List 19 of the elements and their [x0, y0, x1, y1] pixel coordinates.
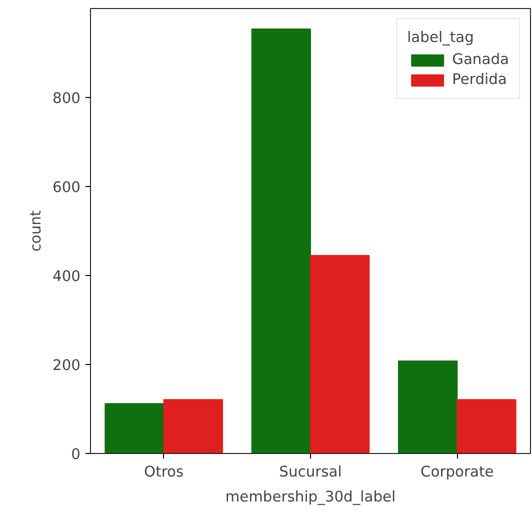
x-tick-label: Corporate — [420, 464, 494, 480]
bar — [310, 254, 370, 454]
y-tick-label: 200 — [52, 357, 81, 374]
bar — [456, 399, 516, 454]
x-tick-label: Otros — [144, 464, 184, 480]
x-tick-label: Sucursal — [279, 464, 342, 480]
legend-title: label_tag — [407, 29, 475, 46]
legend-label: Perdida — [452, 71, 507, 88]
y-tick-label: 400 — [52, 268, 81, 285]
y-tick-label: 600 — [52, 179, 81, 196]
x-axis-title: membership_30d_label — [225, 488, 396, 506]
bar — [251, 28, 311, 454]
bar — [163, 399, 223, 454]
legend-label: Ganada — [452, 51, 509, 68]
bar — [104, 403, 164, 454]
bar — [398, 360, 458, 454]
y-tick-label: 800 — [52, 90, 81, 107]
y-axis-title: count — [28, 210, 45, 252]
y-tick-label: 0 — [71, 446, 81, 463]
